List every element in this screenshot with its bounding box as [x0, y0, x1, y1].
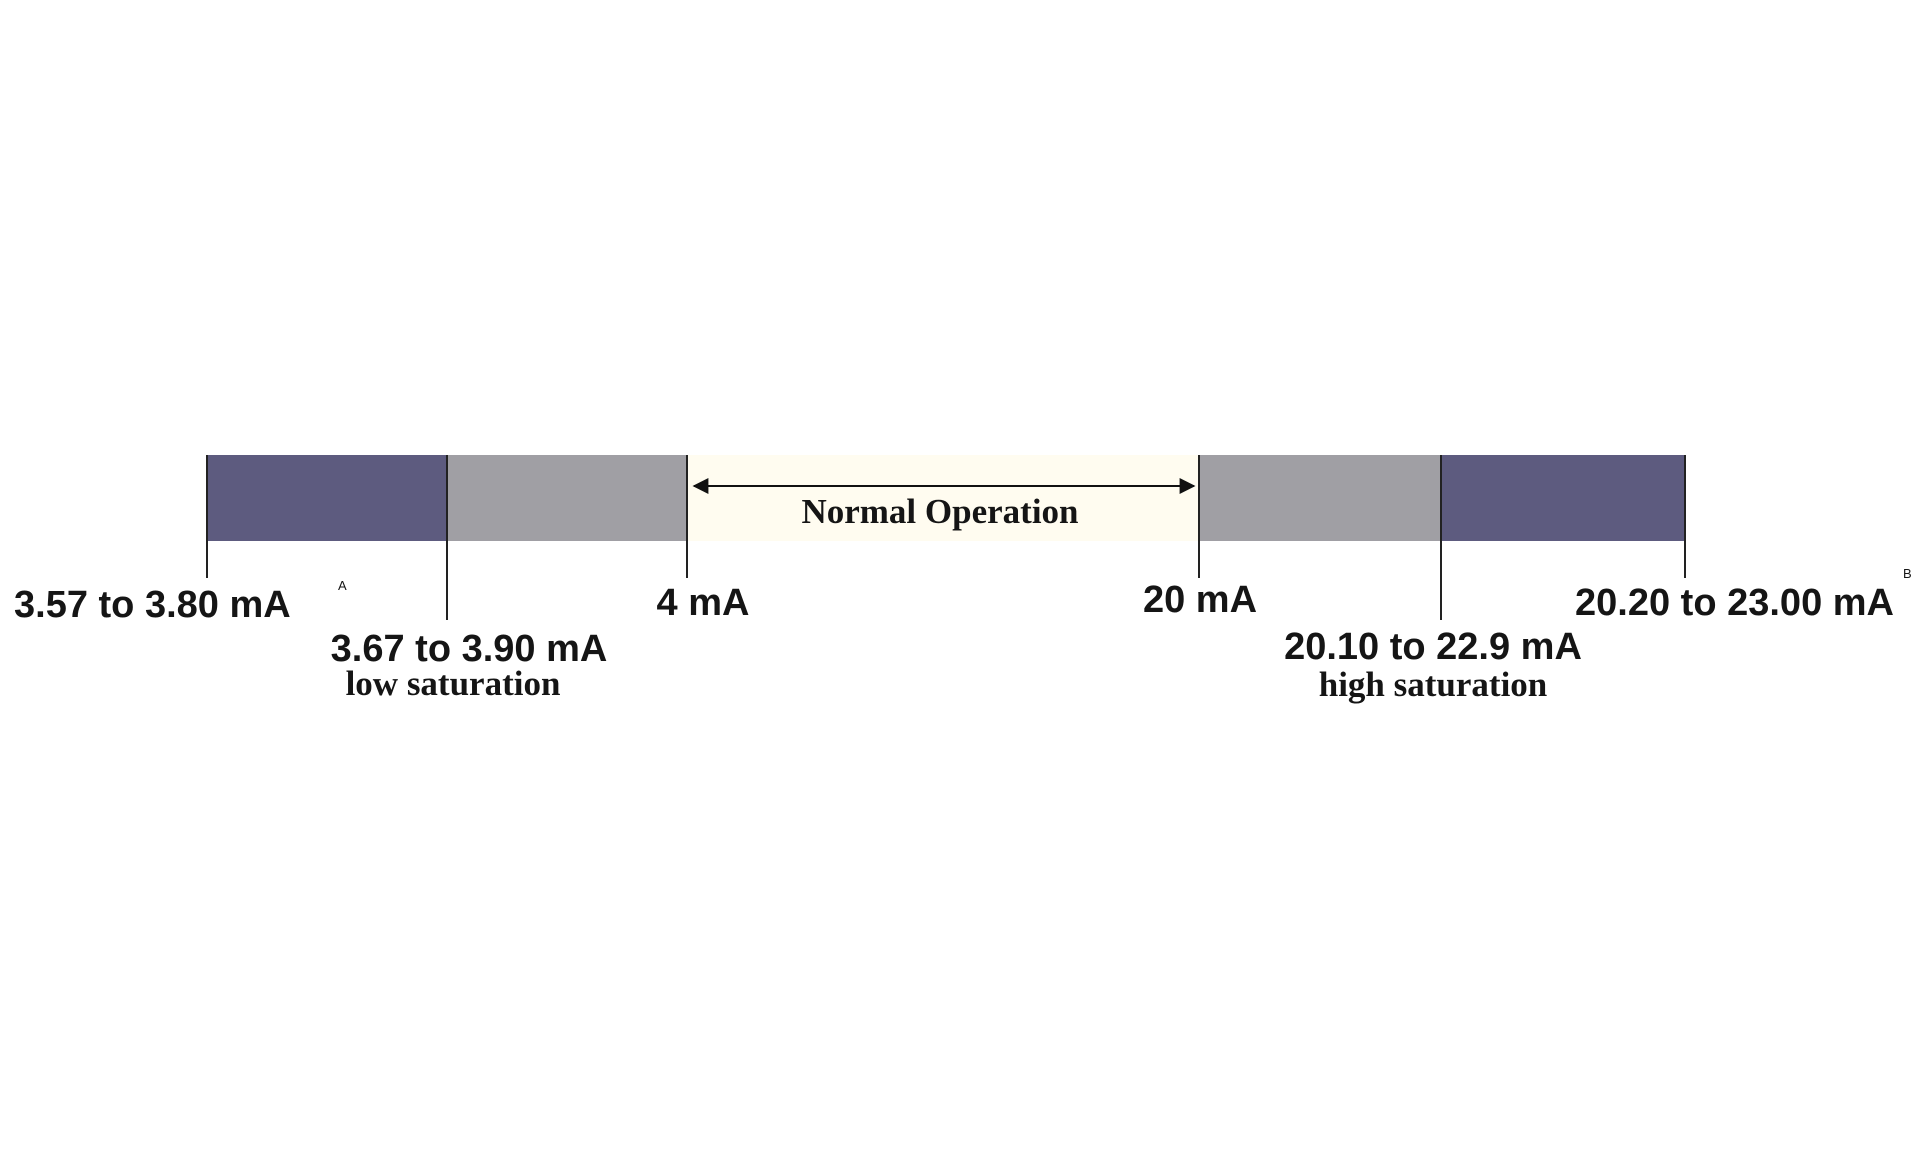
high-alarm-label: 20.20 to 23.00 mA [1575, 582, 1894, 624]
low-alarm-label: 3.57 to 3.80 mA [14, 584, 291, 626]
high-alarm-segment [1441, 455, 1685, 541]
low-saturation-range: 3.67 to 3.90 mA [331, 628, 608, 670]
high-saturation-segment [1199, 455, 1441, 541]
footnote-marker: B [1903, 566, 1912, 581]
footnote-marker: A [338, 578, 347, 593]
normal-region [687, 455, 1199, 541]
high-saturation-range: 20.10 to 22.9 mA [1284, 626, 1582, 668]
high-limit-label: 20 mA [1143, 579, 1257, 621]
low-alarm-segment [206, 455, 447, 541]
low-saturation-segment [447, 455, 687, 541]
low-limit-label: 4 mA [657, 582, 750, 624]
high-saturation-caption: high saturation [1319, 665, 1548, 704]
normal-label: Normal Operation [801, 492, 1078, 531]
low-saturation-caption: low saturation [346, 664, 561, 703]
